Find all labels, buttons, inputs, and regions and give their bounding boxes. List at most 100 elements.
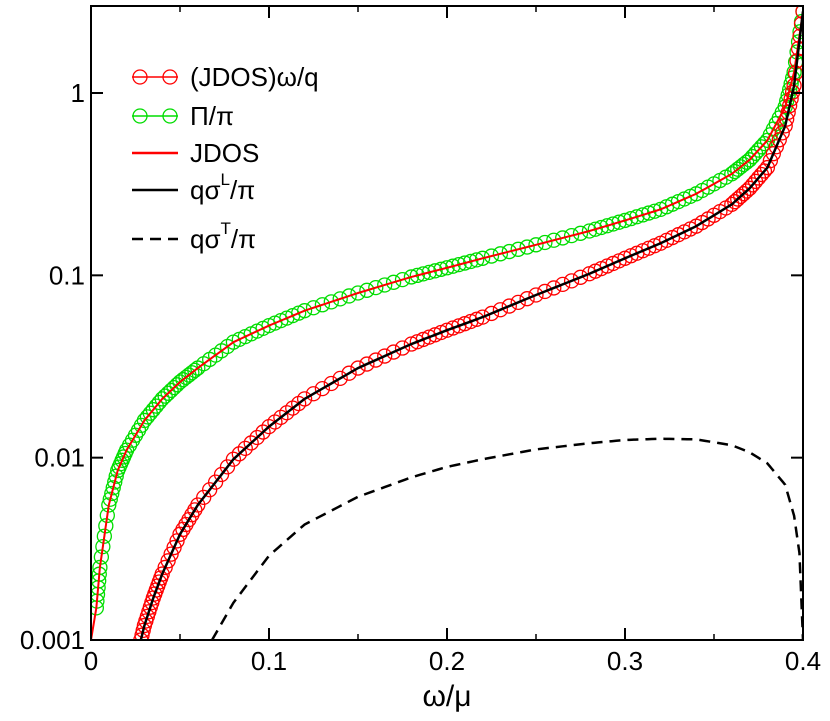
series-layer [91,6,803,640]
series-1-point [605,216,621,232]
x-tick-label: 0.4 [785,646,821,676]
series-3-line [139,11,803,640]
series-1-point [166,379,182,396]
series-0-point [154,566,170,582]
x-tick-label: 0 [84,646,98,676]
legend-item: JDOS [132,138,259,168]
y-tick-label: 0.1 [49,260,85,290]
series-1-point [368,279,384,296]
series-1-point [469,252,485,268]
series-1-point [546,232,562,248]
x-axis-title: ω/μ [422,680,471,713]
series-0-point [160,553,176,569]
legend-item: Π/π [132,101,234,131]
series-1-point [641,205,657,221]
series-1-point [510,241,526,257]
series-0-point [738,183,755,199]
series-0-point [730,191,746,207]
x-tick-label: 0.2 [429,646,465,676]
series-1-point [736,156,752,173]
series-1-point [563,227,580,244]
series-0-point [359,356,375,372]
series-0-point [501,298,517,314]
series-1-point [457,255,473,271]
series-1-point [104,485,120,502]
series-1-point [783,76,799,92]
series-0-point [483,305,500,322]
series-1-point [415,266,431,282]
series-1-point [350,285,366,301]
series-1-point [474,250,491,266]
series-1-point [483,248,500,264]
series-0-point [305,386,322,402]
series-1-point [154,391,170,407]
legend-label: Π/π [190,101,234,131]
series-1-point [617,212,633,229]
legend-label: (JDOS)ω/q [190,62,319,92]
series-1-point [305,300,322,316]
series-1-point [385,274,402,290]
series-0-point [768,139,784,155]
x-tick-label: 0.1 [251,646,287,676]
series-0-point [231,446,247,462]
series-0-point [314,380,331,397]
series-1-point [394,271,411,288]
legend-item: qσL/π [132,170,255,205]
series-0-point [187,502,203,518]
series-0-point [774,125,790,141]
series-1-point [782,81,798,98]
series-1-point [611,214,627,230]
series-1-point [332,291,348,307]
series-1-point [409,267,425,284]
ticks-layer: 0 0.1 0.2 0.3 0.4 0.001 0.01 0.1 1 [20,6,821,676]
series-1-point [623,210,639,227]
legend-marker [162,108,178,124]
series-0-point [528,287,544,303]
series-0-point [510,294,526,311]
series-1-point [296,303,313,319]
series-1-point [555,230,571,246]
series-0-point [492,302,509,318]
series-1-point [427,263,443,279]
series-2-line [91,11,803,640]
series-0-point [237,440,253,457]
series-0-point [323,375,339,392]
series-0-point [727,194,743,210]
series-0-point [771,132,787,148]
legend-item: qσT/π [132,219,256,254]
series-0-point [202,482,218,498]
series-1-point [599,218,615,234]
series-0-point [190,497,206,513]
x-tick-label: 0.3 [607,646,643,676]
series-0-point [563,273,580,289]
series-0-point [243,435,259,451]
series-0-point [519,291,535,307]
series-1-point [451,256,467,273]
series-0-point [332,370,348,387]
series-1-point [635,207,651,223]
series-0-point [166,539,182,556]
series-1-point [501,243,517,260]
series-1-point [102,491,118,507]
series-0-point [795,6,803,20]
series-0-point [350,360,366,376]
series-1-point [537,234,553,251]
legend-label: qσT/π [190,219,256,254]
legend-marker [132,108,148,124]
series-1-point [359,282,375,298]
series-1-point [738,154,755,170]
series-0-point [296,391,313,407]
legend-item: (JDOS)ω/q [132,62,319,92]
series-1-point [169,377,185,393]
series-0-point [724,196,740,213]
legend-marker [132,69,148,85]
series-0-point [474,309,491,325]
series-1-point [433,261,449,277]
series-1-point [528,237,544,253]
series-0-point [546,280,562,296]
series-0-point [213,466,230,483]
series-1-point [492,246,509,262]
series-1-point [463,253,479,270]
